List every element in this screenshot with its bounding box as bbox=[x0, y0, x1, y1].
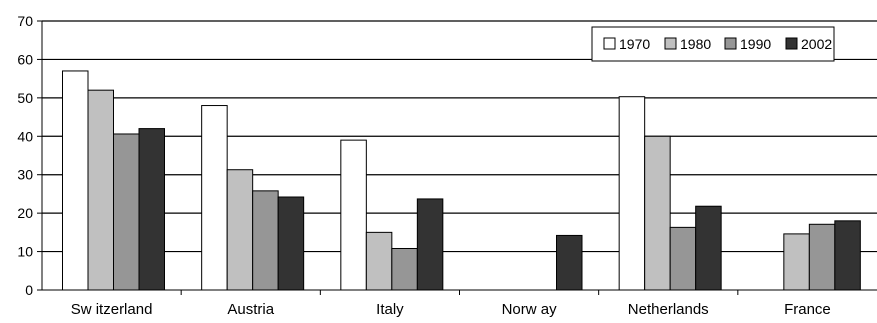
category-label: Netherlands bbox=[628, 301, 709, 318]
bar-1980 bbox=[783, 233, 810, 291]
y-tick-label: 0 bbox=[25, 282, 33, 298]
bar-1970 bbox=[340, 139, 367, 291]
legend-swatch-2002 bbox=[785, 37, 798, 50]
category-label: Norw ay bbox=[502, 301, 558, 318]
legend-swatch-1980 bbox=[664, 37, 677, 50]
bar-2002 bbox=[834, 220, 861, 291]
gridlines bbox=[42, 20, 877, 253]
legend-swatch-1990 bbox=[724, 37, 737, 50]
bar-1990 bbox=[113, 133, 140, 291]
y-tick-label: 70 bbox=[17, 13, 33, 29]
bar-2002 bbox=[277, 196, 305, 291]
legend-label-1980: 1980 bbox=[680, 36, 711, 52]
legend-label-1970: 1970 bbox=[619, 36, 650, 52]
bars bbox=[62, 70, 861, 291]
y-tick-label: 60 bbox=[17, 51, 33, 67]
y-tick-label: 20 bbox=[17, 205, 33, 221]
bar-1980 bbox=[644, 135, 671, 291]
y-tick-label: 30 bbox=[17, 167, 33, 183]
y-tick-label: 50 bbox=[17, 90, 33, 106]
legend-label-2002: 2002 bbox=[801, 36, 832, 52]
category-label: Sw itzerland bbox=[71, 301, 153, 318]
y-tick-labels: 0 10 20 30 40 50 60 70 bbox=[17, 13, 33, 298]
legend: 1970 1980 1990 2002 bbox=[591, 26, 835, 62]
category-labels: Sw itzerland Austria Italy Norw ay Netherlan… bbox=[71, 301, 831, 318]
bar-2002 bbox=[556, 234, 583, 291]
bar-1990 bbox=[252, 190, 279, 291]
bar-2002 bbox=[695, 205, 722, 291]
bar-2002 bbox=[138, 128, 165, 291]
legend-swatch-1970 bbox=[603, 37, 616, 50]
bar-1970 bbox=[618, 96, 646, 291]
bar-1980 bbox=[226, 169, 254, 291]
legend-label-1990: 1990 bbox=[740, 36, 771, 52]
bar-1990 bbox=[669, 226, 697, 291]
y-tick-label: 10 bbox=[17, 244, 33, 260]
bar-2002 bbox=[416, 198, 444, 291]
category-label: Austria bbox=[227, 301, 274, 318]
bar-1990 bbox=[391, 247, 418, 291]
category-label: Italy bbox=[376, 301, 404, 318]
bar-1970 bbox=[201, 105, 228, 291]
bar-1980 bbox=[87, 89, 114, 291]
axes bbox=[37, 20, 877, 295]
bar-1980 bbox=[365, 231, 393, 291]
y-tick-label: 40 bbox=[17, 128, 33, 144]
bar-1990 bbox=[808, 223, 836, 291]
category-label: France bbox=[784, 301, 831, 318]
bar-1970 bbox=[62, 70, 89, 291]
